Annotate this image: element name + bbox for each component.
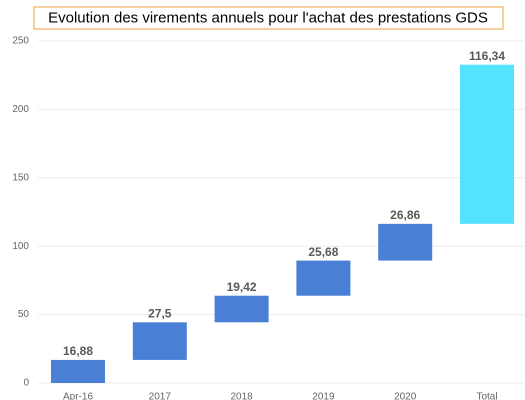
- x-tick-label: 2018: [230, 392, 253, 400]
- bar: [214, 295, 269, 323]
- y-tick-label: 200: [12, 104, 29, 115]
- bar: [460, 64, 514, 224]
- bar: [132, 322, 187, 360]
- chart-title: Evolution des virements annuels pour l'a…: [48, 9, 488, 26]
- bar: [378, 223, 433, 261]
- bar: [51, 359, 105, 383]
- data-label: 27,5: [148, 306, 172, 320]
- x-tick-label: Total: [476, 392, 497, 400]
- y-tick-label: 50: [18, 309, 30, 320]
- data-label: 19,42: [227, 280, 257, 294]
- x-tick-label: Apr-16: [63, 392, 93, 400]
- x-tick-label: 2017: [149, 392, 172, 400]
- bar: [296, 260, 351, 296]
- y-tick-label: 250: [12, 36, 29, 47]
- data-label: 16,88: [63, 344, 93, 358]
- x-tick-label: 2019: [312, 392, 335, 400]
- data-label: 116,34: [469, 49, 505, 63]
- x-tick-label: 2020: [394, 392, 417, 400]
- data-label: 25,68: [308, 245, 338, 259]
- title-box: [33, 6, 504, 30]
- y-tick-label: 0: [23, 378, 29, 389]
- y-tick-label: 100: [12, 241, 29, 252]
- data-label: 26,86: [390, 208, 420, 222]
- y-tick-label: 150: [12, 172, 29, 183]
